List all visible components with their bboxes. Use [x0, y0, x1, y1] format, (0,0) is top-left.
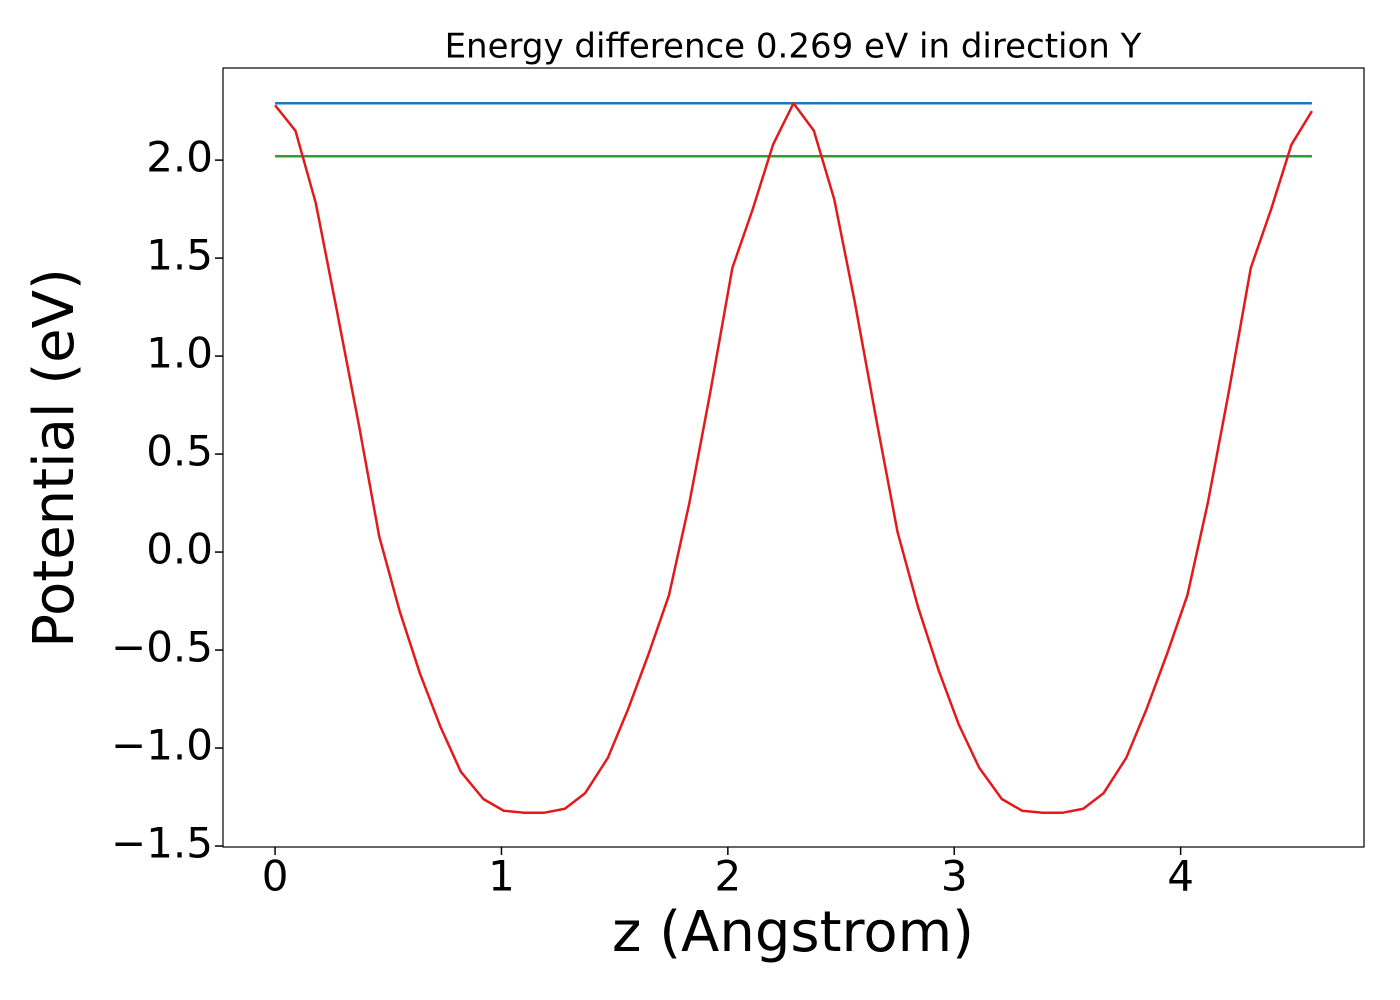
x-tick-label: 0	[262, 852, 289, 901]
y-tick-label: 1.5	[146, 231, 213, 280]
y-tick-label: −1.0	[111, 721, 213, 770]
y-tick-label: 0.0	[146, 525, 213, 574]
y-tick-label: 2.0	[146, 133, 213, 182]
x-tick-label: 4	[1167, 852, 1194, 901]
x-tick-label: 2	[714, 852, 741, 901]
x-tick-label: 3	[941, 852, 968, 901]
y-tick-label: −0.5	[111, 623, 213, 672]
y-tick-label: −1.5	[111, 819, 213, 868]
y-tick-label: 1.0	[146, 329, 213, 378]
y-tick-label: 0.5	[146, 427, 213, 476]
plot-frame	[222, 67, 1365, 848]
x-tick-label: 1	[488, 852, 515, 901]
series-line	[274, 102, 1313, 814]
chart-title: Energy difference 0.269 eV in direction …	[445, 27, 1142, 67]
y-axis-label: Potential (eV)	[22, 268, 87, 648]
x-axis-label: z (Angstrom)	[612, 900, 974, 965]
